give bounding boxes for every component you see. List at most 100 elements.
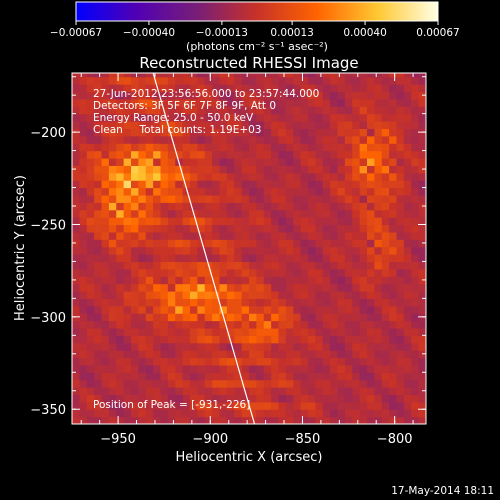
heatmap-cell <box>219 268 228 277</box>
heatmap-cell <box>204 202 213 211</box>
heatmap-cell <box>86 387 95 396</box>
heatmap-cell <box>337 379 346 388</box>
heatmap-cell <box>337 298 346 307</box>
heatmap-cell <box>212 261 221 270</box>
heatmap-cell <box>263 268 272 277</box>
heatmap-cell <box>293 106 302 115</box>
heatmap-cell <box>367 276 375 285</box>
heatmap-cell <box>396 91 405 100</box>
heatmap-cell <box>241 150 250 159</box>
heatmap-cell <box>315 217 324 226</box>
heatmap-cell <box>241 335 250 344</box>
heatmap-cell <box>308 416 316 424</box>
heatmap-cell <box>330 416 339 424</box>
heatmap-cell <box>285 91 294 100</box>
heatmap-cell <box>167 268 176 277</box>
heatmap-cell <box>337 416 346 424</box>
heatmap-cell <box>86 128 95 137</box>
heatmap-cell <box>271 194 280 203</box>
heatmap-cell <box>396 217 405 226</box>
heatmap-cell <box>241 231 250 240</box>
heatmap-cell <box>367 209 375 218</box>
heatmap-cell <box>108 313 117 322</box>
heatmap-cell <box>300 372 309 381</box>
heatmap-cell <box>79 320 88 329</box>
heatmap-cell <box>293 261 302 270</box>
heatmap-cell <box>167 254 176 263</box>
heatmap-cell <box>374 106 383 115</box>
heatmap-cell <box>160 172 169 181</box>
heatmap-cell <box>256 128 265 137</box>
heatmap-cell <box>337 202 346 211</box>
heatmap-cell <box>160 320 169 329</box>
heatmap-cell <box>160 84 169 93</box>
heatmap-cell <box>145 283 154 292</box>
heatmap-cell <box>138 305 147 314</box>
heatmap-cell <box>101 143 110 152</box>
heatmap-cell <box>344 401 353 410</box>
heatmap-cell <box>359 268 368 277</box>
heatmap-cell <box>138 357 147 366</box>
heatmap-cell <box>101 394 110 403</box>
heatmap-cell <box>108 364 117 373</box>
heatmap-cell <box>308 394 316 403</box>
heatmap-cell <box>322 113 331 122</box>
heatmap-cell <box>226 202 235 211</box>
heatmap-cell <box>190 76 198 85</box>
heatmap-cell <box>418 416 426 424</box>
heatmap-cell <box>182 187 191 196</box>
heatmap-cell <box>374 298 383 307</box>
heatmap-cell <box>153 268 162 277</box>
heatmap-cell <box>116 143 125 152</box>
heatmap-cell <box>167 165 176 174</box>
heatmap-cell <box>300 128 309 137</box>
heatmap-cell <box>271 157 280 166</box>
heatmap-cell <box>285 394 294 403</box>
heatmap-cell <box>94 387 103 396</box>
heatmap-cell <box>167 231 176 240</box>
heatmap-cell <box>263 231 272 240</box>
heatmap-cell <box>344 357 353 366</box>
heatmap-cell <box>175 335 184 344</box>
heatmap-cell <box>86 76 95 85</box>
heatmap-cell <box>337 313 346 322</box>
heatmap-cell <box>138 150 147 159</box>
heatmap-cell <box>212 342 221 351</box>
heatmap-cell <box>381 135 390 144</box>
heatmap-cell <box>131 187 139 196</box>
heatmap-cell <box>175 409 184 418</box>
heatmap-cell <box>182 143 191 152</box>
heatmap-cell <box>271 320 280 329</box>
heatmap-cell <box>256 157 265 166</box>
heatmap-cell <box>418 261 426 270</box>
heatmap-cell <box>190 283 198 292</box>
heatmap-cell <box>138 73 147 78</box>
heatmap-cell <box>411 290 420 299</box>
heatmap-cell <box>79 172 88 181</box>
heatmap-cell <box>249 128 257 137</box>
heatmap-cell <box>403 231 412 240</box>
heatmap-cell <box>153 305 162 314</box>
heatmap-cell <box>374 254 383 263</box>
heatmap-cell <box>352 350 361 359</box>
heatmap-cell <box>374 372 383 381</box>
heatmap-cell <box>167 217 176 226</box>
heatmap-cell <box>322 379 331 388</box>
heatmap-cell <box>285 350 294 359</box>
heatmap-cell <box>403 305 412 314</box>
heatmap-cell <box>344 128 353 137</box>
heatmap-cell <box>190 135 198 144</box>
heatmap-cell <box>94 416 103 424</box>
heatmap-cell <box>337 387 346 396</box>
heatmap-cell <box>241 180 250 189</box>
heatmap-cell <box>197 357 206 366</box>
heatmap-cell <box>131 394 139 403</box>
heatmap-cell <box>381 98 390 107</box>
heatmap-cell <box>219 364 228 373</box>
heatmap-cell <box>138 224 147 233</box>
heatmap-cell <box>153 298 162 307</box>
heatmap-cell <box>160 379 169 388</box>
heatmap-cell <box>337 409 346 418</box>
heatmap-cell <box>197 209 206 218</box>
heatmap-cell <box>153 194 162 203</box>
